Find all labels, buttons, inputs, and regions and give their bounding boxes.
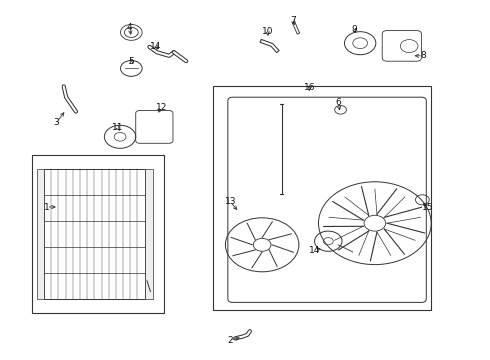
Text: 9: 9	[351, 25, 357, 34]
Text: 14: 14	[309, 246, 321, 255]
Text: 6: 6	[335, 98, 341, 107]
Text: 15: 15	[422, 202, 434, 211]
Text: 8: 8	[420, 51, 426, 60]
Bar	[213, 86, 431, 310]
Text: 12: 12	[156, 103, 168, 112]
Text: 14: 14	[150, 42, 162, 51]
Text: 13: 13	[224, 197, 236, 206]
Bar	[44, 169, 145, 299]
Text: 5: 5	[128, 57, 134, 66]
Text: 1: 1	[44, 202, 49, 211]
Text: 7: 7	[290, 16, 296, 25]
Text: 2: 2	[227, 336, 233, 345]
Bar	[145, 169, 153, 299]
Text: 11: 11	[112, 123, 123, 132]
Text: 3: 3	[53, 118, 59, 127]
Bar	[32, 155, 164, 313]
Text: 4: 4	[127, 23, 133, 32]
Text: 10: 10	[262, 27, 273, 36]
Bar	[37, 169, 44, 299]
Text: 16: 16	[304, 83, 316, 92]
